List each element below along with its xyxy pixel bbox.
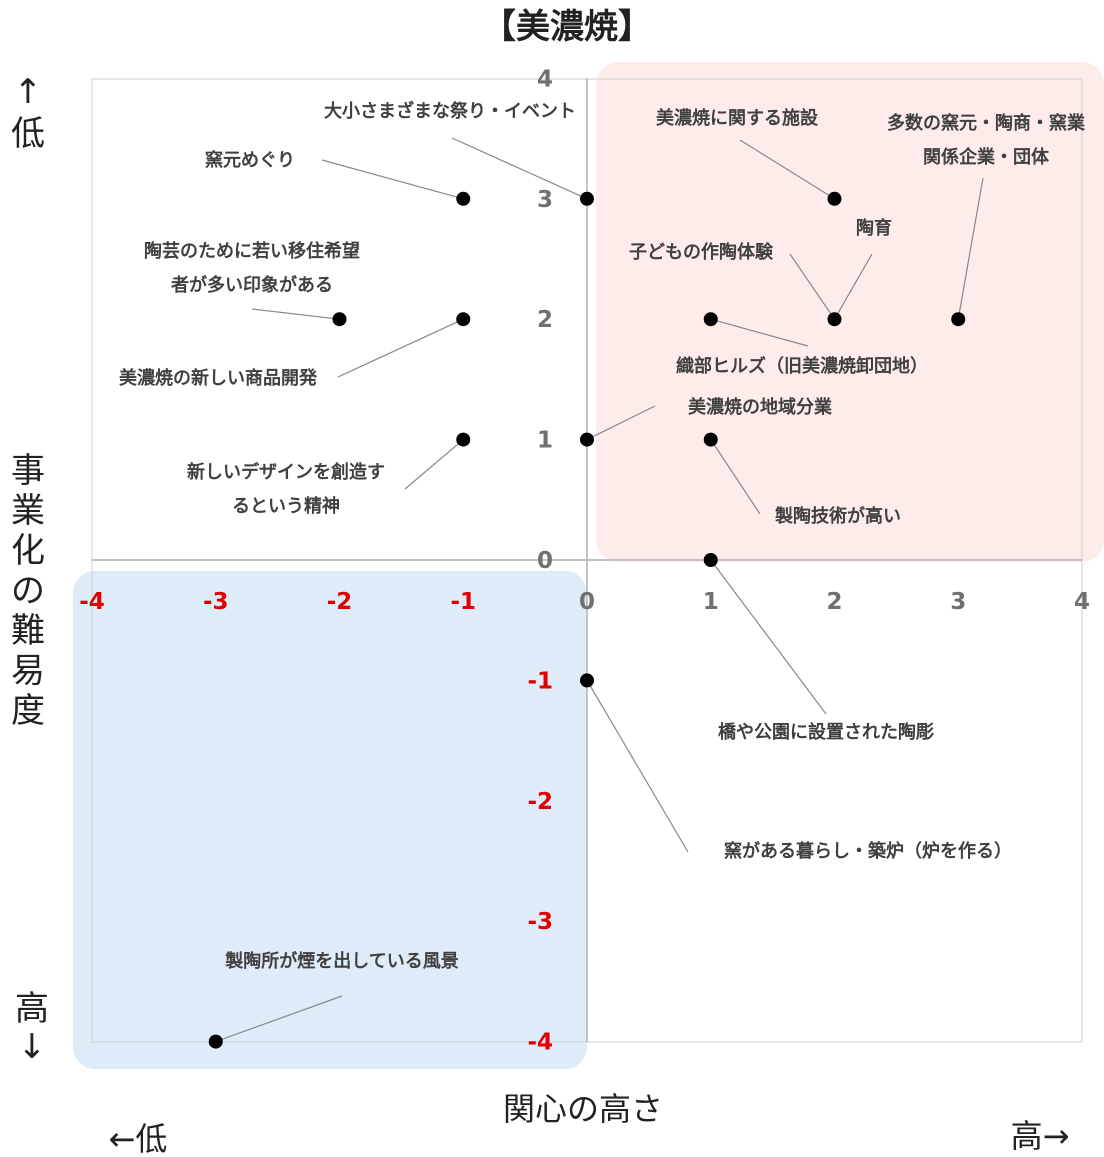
y-axis-title-char: 化 — [11, 531, 45, 571]
x-tick-label: -3 — [203, 589, 229, 615]
data-point — [703, 553, 718, 567]
leader-line — [739, 139, 835, 200]
y-bottom-high-label: 高 — [15, 989, 49, 1029]
x-tick-label: 1 — [703, 589, 719, 615]
y-tick-label: -1 — [527, 668, 553, 694]
leader-line — [586, 680, 689, 853]
axes — [92, 78, 1082, 1042]
annotation-leaders — [215, 137, 984, 1043]
y-top-low-label: 低 — [11, 114, 45, 154]
point-label: 陶育 — [856, 217, 892, 239]
y-axis-title-char: 難 — [11, 611, 45, 651]
data-point — [703, 312, 718, 327]
region-lower-left — [73, 571, 587, 1069]
y-tick-label: 0 — [537, 548, 553, 574]
point-label: 陶芸のために若い移住希望 — [144, 240, 360, 262]
x-low-label: ←低 — [109, 1120, 168, 1157]
leader-line — [451, 137, 588, 200]
y-axis-title-char: 易 — [11, 651, 45, 691]
y-axis-title-char: の — [11, 571, 45, 611]
data-point — [827, 191, 842, 206]
y-tick-label: 4 — [537, 66, 553, 92]
leader-line — [710, 439, 761, 515]
y-tick-label: -2 — [527, 789, 553, 815]
data-point — [580, 191, 594, 206]
point-label: るという精神 — [232, 495, 340, 517]
point-label: 織部ヒルズ（旧美濃焼卸団地） — [676, 355, 928, 377]
point-label: 美濃焼に関する施設 — [656, 107, 819, 129]
point-label: 製陶技術が高い — [774, 505, 901, 527]
x-tick-label: -2 — [327, 589, 353, 615]
data-point — [703, 432, 718, 447]
leader-line — [710, 318, 809, 347]
data-point — [332, 312, 347, 327]
leader-line — [404, 439, 464, 490]
point-label: 窯がある暮らし・築炉（炉を作る） — [724, 840, 1012, 862]
chart-title: 【美濃焼】 — [482, 7, 652, 47]
y-axis-title-char: 度 — [11, 691, 45, 731]
y-axis-title-char: 業 — [11, 491, 45, 531]
point-label: 者が多い印象がある — [170, 274, 333, 296]
point-label: 窯元めぐり — [205, 149, 295, 171]
region-upper-right — [596, 62, 1104, 562]
highlight-regions — [73, 62, 1104, 1069]
point-label: 大小さまざまな祭り・イベント — [324, 100, 576, 122]
leader-line — [833, 253, 873, 320]
data-point — [456, 312, 471, 327]
leader-line — [586, 405, 656, 441]
leader-line — [710, 559, 827, 715]
leader-line — [789, 253, 835, 320]
x-axis-title: 関心の高さ — [503, 1090, 663, 1128]
y-tick-label: 3 — [537, 187, 553, 213]
point-label: 新しいデザインを創造す — [187, 461, 385, 483]
x-tick-label: 2 — [826, 589, 842, 615]
y-axis-title-char: 事 — [11, 451, 45, 491]
x-tick-label: 3 — [950, 589, 966, 615]
data-point — [456, 191, 471, 206]
data-point — [580, 673, 594, 688]
data-point — [951, 312, 966, 327]
data-point — [456, 432, 471, 447]
leader-line — [337, 318, 464, 378]
data-point — [208, 1034, 223, 1049]
y-tick-label: 1 — [537, 428, 553, 454]
leader-line — [251, 308, 340, 320]
leader-line — [321, 159, 464, 200]
x-tick-label: 0 — [579, 589, 595, 615]
y-tick-label: 2 — [537, 307, 553, 333]
leader-line — [957, 177, 984, 320]
point-label: 美濃焼の地域分業 — [688, 396, 833, 418]
data-points — [208, 191, 966, 1049]
y-bottom-arrow: ↓ — [18, 1027, 47, 1067]
x-high-label: 高→ — [1011, 1117, 1070, 1155]
x-tick-label: 4 — [1074, 589, 1090, 615]
point-label: 橋や公園に設置された陶彫 — [718, 721, 934, 743]
y-top-arrow: ↑ — [14, 72, 43, 112]
x-tick-label: -4 — [79, 589, 105, 615]
leader-line — [215, 995, 343, 1043]
x-tick-label: -1 — [450, 589, 476, 615]
tick-labels: -4 -3 -2 -1 0 1 2 3 4 4 3 2 1 0 -1 -2 -3 -4 — [79, 66, 1090, 1055]
point-label: 関係企業・団体 — [923, 146, 1050, 168]
point-label: 美濃焼の新しい商品開発 — [119, 367, 318, 389]
annotation-labels: 窯元めぐり 大小さまざまな祭り・イベント 美濃焼に関する施設 多数の窯元・陶商・窯業関… — [119, 100, 1086, 972]
point-label: 多数の窯元・陶商・窯業 — [887, 112, 1086, 134]
data-point — [580, 432, 594, 447]
point-label: 子どもの作陶体験 — [629, 241, 774, 263]
y-tick-label: -4 — [527, 1030, 553, 1056]
y-tick-label: -3 — [527, 909, 553, 935]
point-label: 製陶所が煙を出している風景 — [224, 950, 458, 972]
data-point — [827, 312, 842, 327]
